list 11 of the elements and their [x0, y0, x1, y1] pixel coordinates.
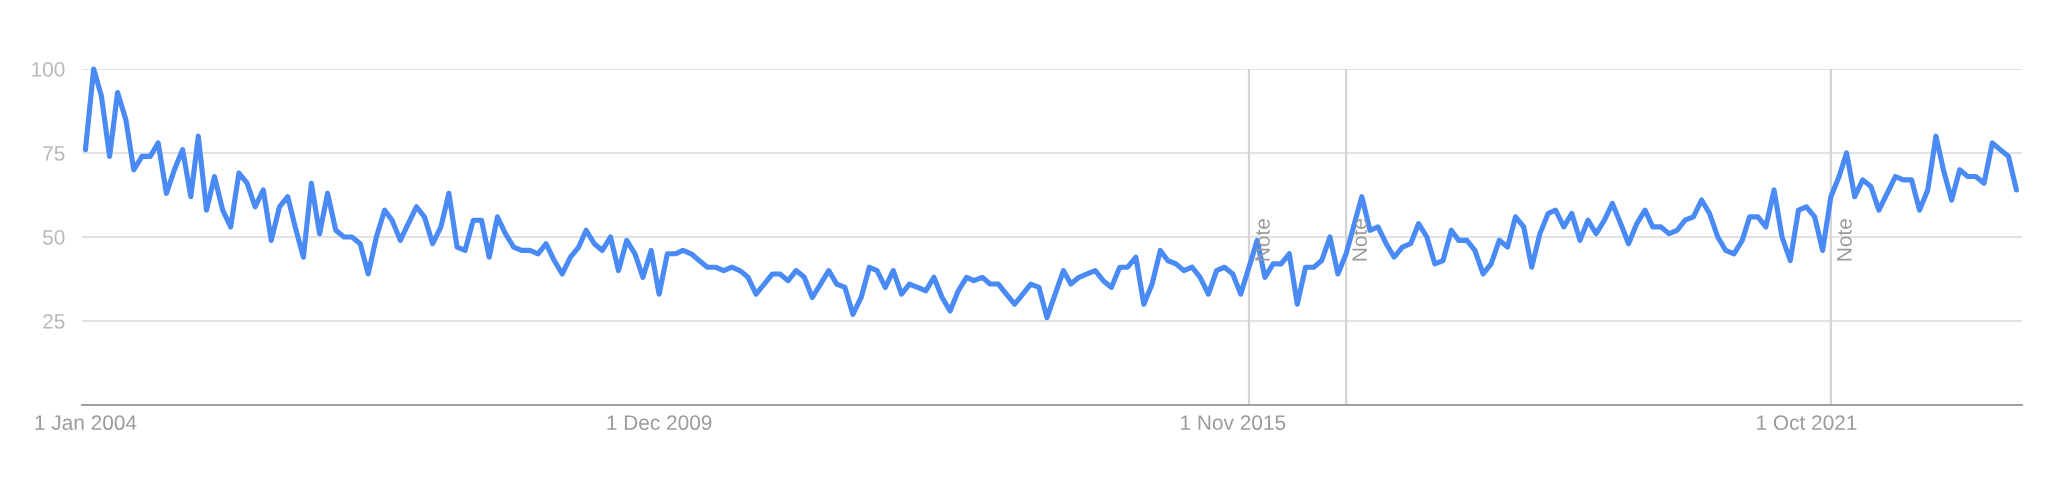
x-tick-label: 1 Jan 2004	[35, 415, 137, 431]
x-tick-label: 1 Oct 2021	[1757, 415, 1857, 431]
y-tick-label: 75	[43, 146, 65, 161]
ref-line-label: Note	[1352, 219, 1367, 261]
x-tick-label: 1 Nov 2015	[1181, 415, 1286, 431]
ref-line-label: Note	[1837, 219, 1852, 261]
y-tick-label: 100	[32, 62, 65, 77]
y-tick-label: 25	[43, 314, 65, 329]
x-tick-label: 1 Dec 2009	[607, 415, 712, 431]
ref-line-label: Note	[1255, 219, 1270, 261]
y-tick-label: 50	[43, 230, 65, 245]
